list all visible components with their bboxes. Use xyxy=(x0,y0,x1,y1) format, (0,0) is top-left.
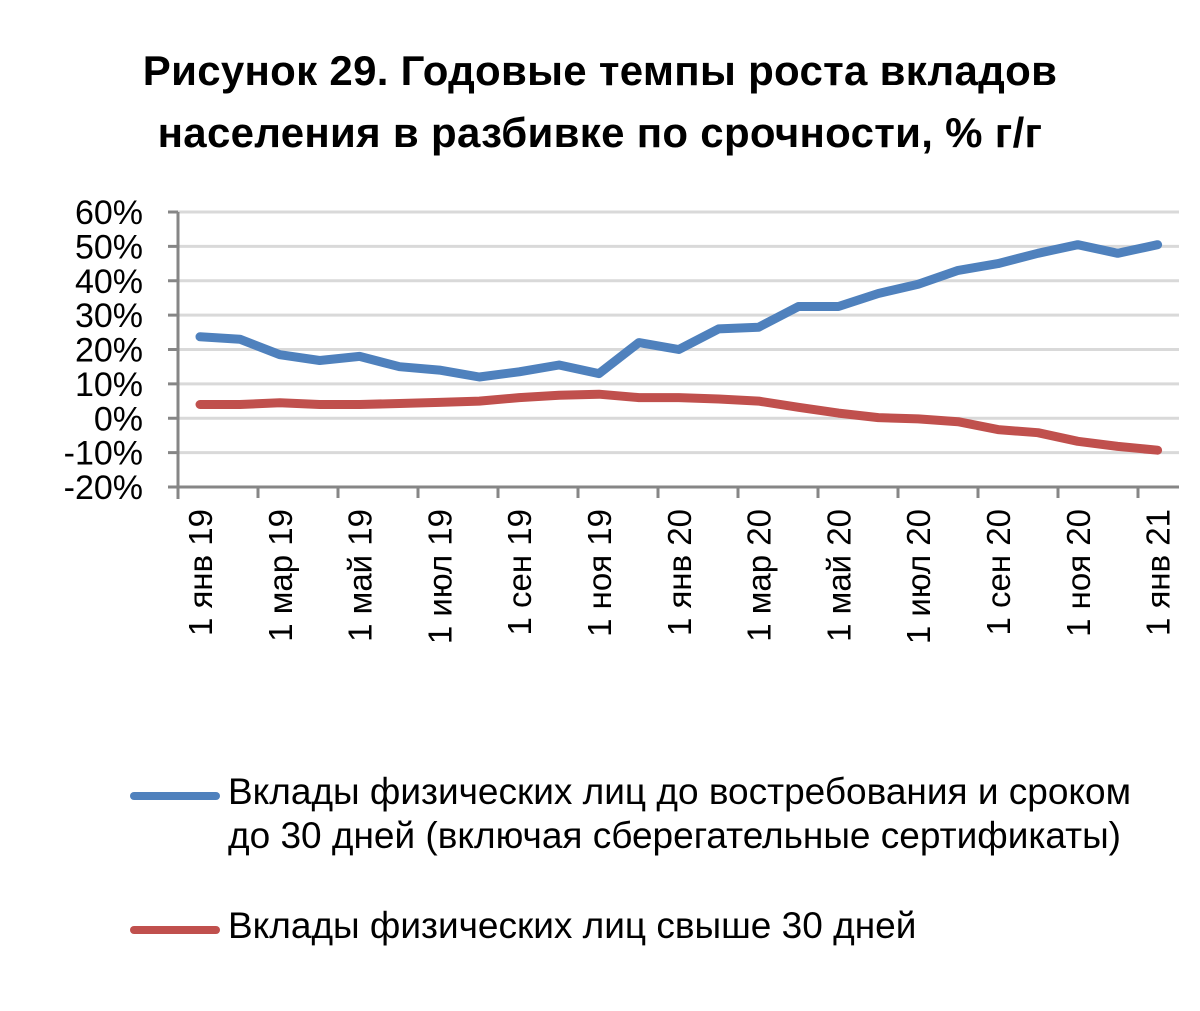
x-tick-label: 1 июл 20 xyxy=(900,509,937,644)
y-tick-label: -20% xyxy=(64,469,143,507)
axes xyxy=(168,210,1179,499)
y-tick-label: 10% xyxy=(75,366,143,404)
chart-title: Рисунок 29. Годовые темпы роста вкладов … xyxy=(0,40,1200,164)
x-tick-label: 1 янв 20 xyxy=(661,509,698,636)
legend-item-demand-deposits: Вклады физических лиц до востребования и… xyxy=(130,770,1180,858)
series-line-term-deposits xyxy=(195,389,1163,455)
x-tick-label: 1 ноя 20 xyxy=(1060,509,1097,637)
x-tick-label: 1 май 19 xyxy=(342,509,379,642)
legend-label-line1: Вклады физических лиц свыше 30 дней xyxy=(228,905,917,946)
legend-label-line1: Вклады физических лиц до востребования и… xyxy=(228,771,1132,812)
x-tick-label: 1 янв 19 xyxy=(182,509,219,636)
y-tick-label: 40% xyxy=(75,263,143,301)
y-tick-label: 30% xyxy=(75,297,143,335)
x-tick-label: 1 июл 19 xyxy=(421,509,458,644)
y-tick-label: 0% xyxy=(94,400,143,438)
y-axis-labels: 60%50%40%30%20%10%0%-10%-20% xyxy=(64,194,143,507)
x-tick-label: 1 сен 19 xyxy=(501,509,538,635)
y-tick-label: 20% xyxy=(75,332,143,370)
line-chart: 60%50%40%30%20%10%0%-10%-20% 1 янв 19 1 м… xyxy=(64,194,1179,644)
data-series xyxy=(195,240,1163,455)
x-tick-label: 1 мар 19 xyxy=(262,509,299,642)
x-tick-label: 1 май 20 xyxy=(820,509,857,642)
chart-title-line1: Рисунок 29. Годовые темпы роста вкладов xyxy=(142,47,1058,94)
legend-swatch-red xyxy=(130,926,220,934)
series-line-demand-deposits xyxy=(195,240,1163,382)
x-tick-label: 1 сен 20 xyxy=(980,509,1017,635)
y-tick-label: 50% xyxy=(75,228,143,266)
legend-label-line2: до 30 дней (включая сберегательные серти… xyxy=(228,815,1121,856)
x-tick-label: 1 янв 21 xyxy=(1140,509,1177,636)
y-tick-label: 60% xyxy=(75,194,143,232)
x-tick-label: 1 ноя 19 xyxy=(581,509,618,637)
y-tick-label: -10% xyxy=(64,435,143,473)
gridlines xyxy=(178,210,1179,455)
x-tick-label: 1 мар 20 xyxy=(741,509,778,642)
chart-title-line2: населения в разбивке по срочности, % г/г xyxy=(157,109,1043,156)
legend-swatch-blue xyxy=(130,792,220,800)
legend-item-term-deposits: Вклады физических лиц свыше 30 дней xyxy=(130,904,1180,948)
x-axis-labels: 1 янв 19 1 мар 19 1 май 19 1 июл 19 1 сен 19… xyxy=(182,509,1177,644)
legend: Вклады физических лиц до востребования и… xyxy=(130,770,1180,948)
